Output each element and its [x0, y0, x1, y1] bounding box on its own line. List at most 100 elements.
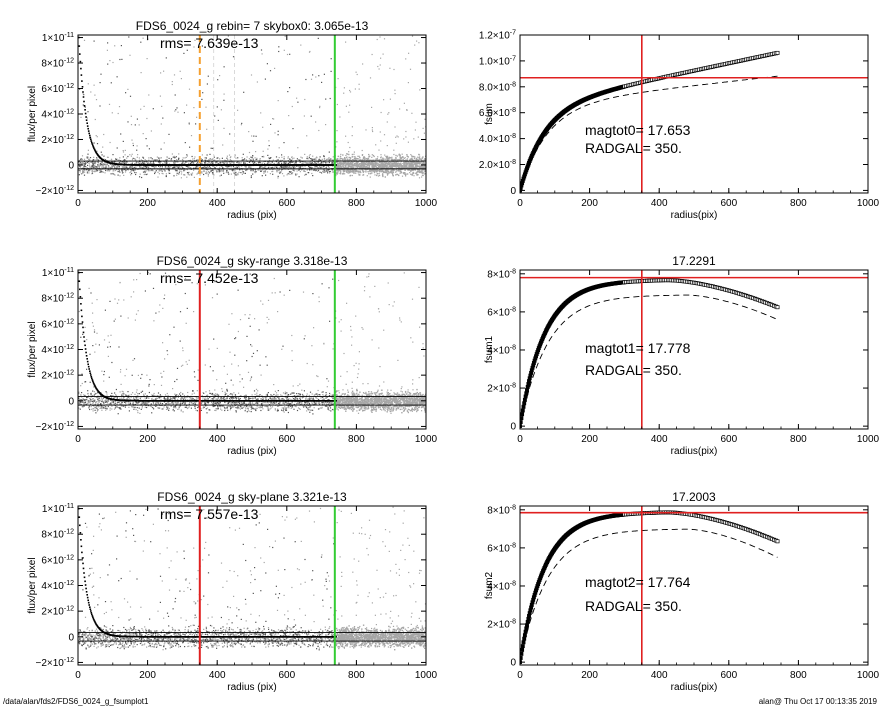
x-tick-label: 400 — [209, 198, 226, 209]
scatter-point — [203, 170, 205, 172]
scatter-point — [315, 163, 317, 165]
scatter-point — [295, 165, 298, 167]
scatter-point — [387, 170, 389, 172]
scatter-point — [416, 164, 418, 166]
scatter-point — [282, 392, 285, 394]
scatter-point — [179, 165, 181, 167]
scatter-point — [419, 158, 421, 160]
scatter-point — [389, 98, 391, 100]
scatter-point — [376, 159, 378, 161]
scatter-point — [329, 403, 331, 405]
scatter-point — [324, 170, 326, 172]
scatter-point — [336, 161, 338, 163]
scatter-point — [140, 72, 142, 74]
scatter-point — [141, 163, 143, 165]
scatter-point — [116, 167, 118, 169]
scatter-point — [395, 157, 397, 159]
scatter-point — [354, 164, 356, 167]
scatter-point — [337, 78, 339, 80]
scatter-point — [203, 166, 205, 168]
scatter-point — [392, 163, 394, 166]
scatter-point — [285, 408, 287, 410]
scatter-point — [294, 396, 296, 399]
scatter-point — [296, 97, 298, 99]
scatter-point — [348, 151, 350, 153]
scatter-point — [108, 168, 110, 170]
scatter-point — [417, 158, 419, 160]
scatter-point — [199, 163, 201, 165]
scatter-point — [226, 406, 228, 408]
scatter-point — [166, 350, 168, 352]
scatter-point — [234, 173, 236, 175]
scatter-point — [268, 159, 271, 162]
scatter-point — [265, 174, 267, 176]
scatter-point — [355, 172, 357, 174]
scatter-point — [223, 365, 225, 367]
scatter-point — [226, 155, 228, 157]
scatter-point — [362, 156, 365, 159]
scatter-point — [217, 157, 219, 159]
scatter-point — [336, 169, 338, 171]
scatter-point — [419, 166, 421, 168]
scatter-point — [99, 162, 101, 164]
scatter-point — [250, 397, 252, 399]
scatter-point — [319, 159, 322, 161]
scatter-point — [180, 166, 183, 168]
scatter-point — [188, 403, 190, 405]
y-tick-label: −2×10-12 — [36, 185, 75, 197]
scatter-point — [345, 157, 348, 159]
scatter-point — [326, 162, 328, 164]
scatter-point — [235, 166, 237, 168]
scatter-point — [383, 134, 386, 136]
scatter-point — [339, 167, 341, 169]
scatter-point — [377, 163, 380, 165]
scatter-point — [312, 163, 314, 165]
scatter-point — [223, 163, 225, 165]
scatter-point — [186, 396, 188, 398]
scatter-point — [404, 173, 406, 176]
y-tick-mantissa: 4×10 — [41, 110, 64, 121]
scatter-point — [175, 165, 177, 167]
scatter-point — [112, 161, 114, 163]
scatter-point — [367, 157, 370, 160]
scatter-point — [422, 347, 424, 349]
scatter-point — [83, 94, 85, 96]
scatter-point — [201, 154, 203, 156]
scatter-point — [169, 166, 171, 168]
scatter-point — [308, 155, 310, 157]
scatter-point — [112, 173, 114, 175]
scatter-point — [315, 157, 317, 159]
scatter-point — [245, 406, 247, 408]
scatter-point — [373, 172, 375, 174]
scatter-point — [179, 170, 181, 172]
scatter-point — [210, 170, 212, 172]
scatter-point — [312, 167, 314, 169]
scatter-point — [243, 91, 245, 93]
scatter-point — [92, 345, 94, 347]
scatter-point — [82, 170, 84, 172]
scatter-point — [331, 169, 334, 171]
scatter-point — [140, 159, 142, 161]
scatter-point — [286, 174, 288, 176]
scatter-point — [387, 173, 389, 175]
scatter-point — [317, 170, 319, 172]
y-tick-mantissa: 8.0×10 — [479, 82, 510, 93]
scatter-point — [158, 159, 160, 161]
scatter-point — [139, 173, 141, 175]
scatter-point — [144, 165, 146, 168]
scatter-point — [202, 92, 204, 94]
scatter-point — [406, 155, 408, 157]
scatter-point — [124, 167, 126, 169]
scatter-point — [243, 163, 245, 165]
scatter-point — [355, 165, 358, 167]
scatter-point — [200, 171, 202, 173]
scatter-point — [232, 56, 235, 58]
scatter-point — [322, 394, 324, 396]
scatter-point — [127, 169, 129, 171]
scatter-point — [182, 157, 184, 159]
scatter-point — [395, 142, 397, 144]
scatter-point — [222, 144, 224, 146]
scatter-point — [205, 171, 207, 173]
scatter-point — [411, 165, 413, 167]
scatter-point — [220, 170, 222, 173]
